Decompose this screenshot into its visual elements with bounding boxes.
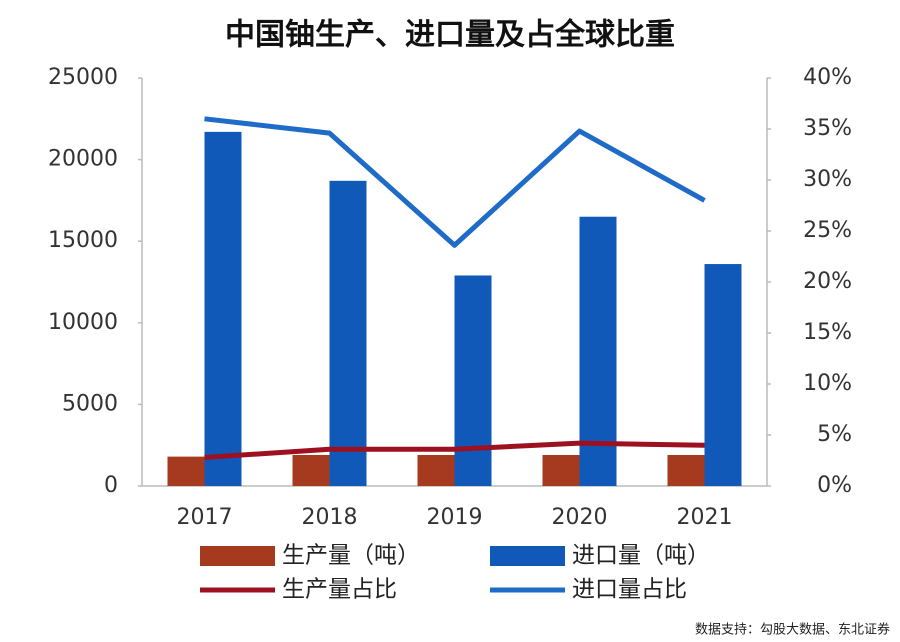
x-tick-label: 2019 [427,505,483,530]
legend-label: 生产量（吨） [282,543,420,569]
x-tick-label: 2021 [677,505,733,530]
x-tick-label: 2017 [177,505,233,530]
y2-tick-label: 0% [817,473,852,498]
y-tick-label: 25000 [48,65,118,90]
source: 数据支持：勾股大数据、东北证券 [695,622,890,638]
line [204,116,706,248]
y2-tick-label: 30% [803,167,852,192]
legend-label: 进口量占比 [572,577,687,603]
y-tick-label: 0 [104,473,118,498]
x-tick-label: 2020 [552,505,608,530]
bar [292,454,330,486]
y-tick-label: 15000 [48,228,118,253]
bar [329,180,367,487]
bar [454,275,492,486]
bar [542,454,580,486]
x-tick-label: 2018 [302,505,358,530]
y-tick-label: 20000 [48,147,118,172]
bar [667,454,705,486]
bar [167,456,205,486]
y-tick-label: 5000 [62,391,118,416]
chart-title: 中国铀生产、进口量及占全球比重 [225,18,675,53]
y2-tick-label: 15% [803,320,852,345]
y2-tick-label: 5% [817,422,852,447]
bar [204,131,242,486]
legend-label: 生产量占比 [282,577,397,603]
bar [704,264,742,486]
y2-tick-label: 35% [803,116,852,141]
y2-tick-label: 25% [803,218,852,243]
y-tick-label: 10000 [48,310,118,335]
y2-tick-label: 40% [803,65,852,90]
bar [417,454,455,486]
line [204,440,705,460]
legend-label: 进口量（吨） [572,543,710,569]
legend-swatch [490,546,565,566]
y2-tick-label: 20% [803,269,852,294]
legend-swatch [200,546,275,566]
y2-tick-label: 10% [803,371,852,396]
